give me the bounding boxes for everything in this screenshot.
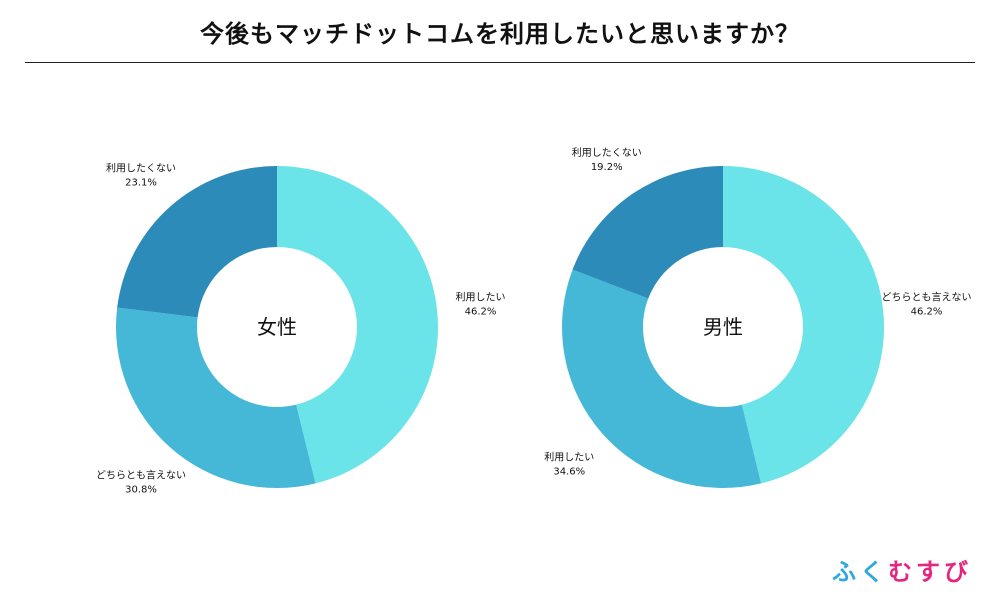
- donut-slice: [562, 269, 762, 488]
- donut-slice: [115, 307, 316, 488]
- slice-label: 利用したくない: [106, 163, 176, 175]
- slice-value-label: 46.2%: [911, 307, 943, 318]
- slice-value-label: 23.1%: [125, 178, 157, 189]
- donut-slice: [117, 166, 277, 318]
- slice-label: 利用したくない: [572, 147, 642, 159]
- donut-center-label: 男性: [703, 315, 743, 339]
- slice-value-label: 19.2%: [591, 162, 623, 173]
- slice-value-label: 46.2%: [465, 306, 497, 317]
- donut-slice: [572, 166, 723, 299]
- slice-label: 利用したい: [456, 291, 506, 303]
- brand-char: ふ: [832, 558, 860, 586]
- brand-char: む: [888, 558, 916, 586]
- slice-label: どちらとも言えない: [882, 291, 972, 304]
- title-divider: [25, 62, 975, 63]
- slice-value-label: 34.6%: [553, 467, 585, 478]
- brand-char: す: [916, 558, 944, 586]
- slice-label: どちらとも言えない: [96, 468, 186, 481]
- donut-slice: [723, 166, 884, 484]
- slice-value-label: 30.8%: [125, 484, 157, 495]
- donut-chart-female: 利用したい 46.2% どちらとも言えない 30.8% 利用したくない 23.1% 女性: [96, 163, 505, 496]
- donut-chart-male: どちらとも言えない 46.2% 利用したい 34.6% 利用したくない 19.2% 男性: [544, 147, 972, 488]
- chart-title: 今後もマッチドットコムを利用したいと思いますか？: [200, 20, 800, 48]
- brand-char: く: [860, 558, 888, 586]
- brand-char: び: [944, 558, 972, 586]
- brand-logo: ふくむすび: [832, 552, 972, 587]
- slice-label: 利用したい: [544, 452, 594, 464]
- donut-slice: [277, 166, 438, 484]
- donut-center-label: 女性: [257, 315, 297, 339]
